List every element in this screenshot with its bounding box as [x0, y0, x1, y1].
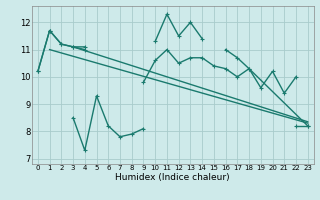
X-axis label: Humidex (Indice chaleur): Humidex (Indice chaleur)	[116, 173, 230, 182]
